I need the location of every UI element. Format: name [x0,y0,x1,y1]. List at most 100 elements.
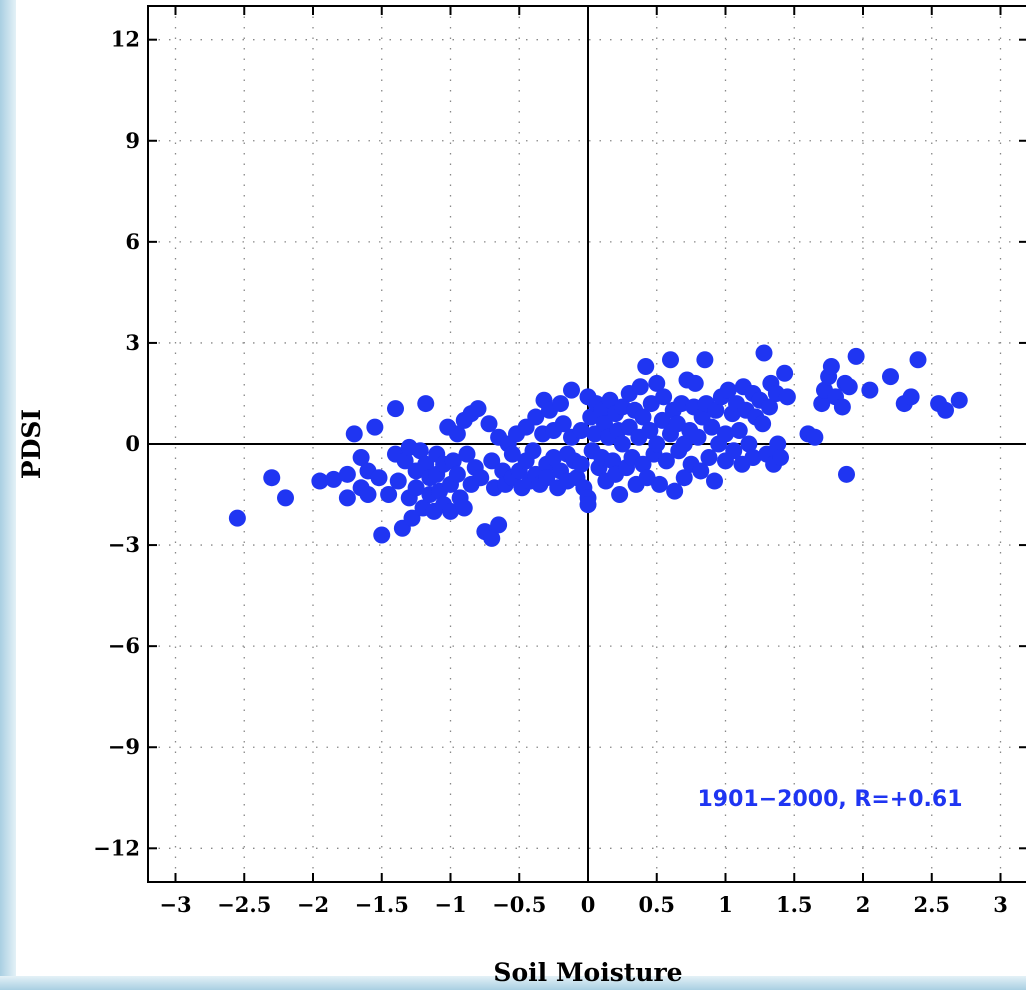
data-point [666,482,684,500]
data-point [338,489,356,507]
data-point [740,435,758,453]
x-tick-label: −1.5 [355,892,409,917]
data-point [744,448,762,466]
data-point [706,472,723,490]
data-point [411,442,429,460]
data-point [527,408,545,426]
data-point [380,486,398,504]
data-point [596,415,613,433]
data-point [689,428,707,446]
data-point [637,358,655,376]
data-point [444,452,462,470]
data-point [359,486,377,504]
data-point [483,529,501,547]
data-point [657,452,675,470]
data-point [675,435,693,453]
data-point [373,526,391,544]
y-tick-label: −12 [93,835,140,860]
data-point [228,509,246,527]
data-point [554,415,572,433]
data-point [653,411,671,429]
y-tick-label: −6 [108,633,140,658]
data-point [631,378,649,396]
plot-frame [147,5,1026,883]
data-point [861,381,879,399]
data-point [838,465,855,483]
data-point [352,448,370,466]
data-points [228,344,968,547]
tick-labels: −3 −2.5 −2 −1.5 −1 −0.5 0 0.5 1 1.5 2 2.5 3 12 9 6 3 0 −3 −… [93,27,1008,917]
data-point [387,400,404,418]
x-tick-label: 1.5 [776,892,813,917]
x-axis-title: Soil Moisture [493,958,682,987]
data-point [778,388,796,406]
data-point [442,502,459,520]
data-point [648,374,666,392]
data-point [263,469,281,487]
bottom-edge-gradient [0,976,1026,990]
data-point [634,408,652,426]
data-point [311,472,329,490]
x-tick-label: 2.5 [913,892,950,917]
data-point [703,418,721,436]
data-point [545,448,563,466]
data-point [417,395,435,413]
data-point [524,442,542,460]
x-tick-label: −0.5 [492,892,546,917]
correlation-annotation: 1901−2000, R=+0.61 [698,787,963,812]
data-point [366,418,384,436]
data-point [700,448,718,466]
data-point [754,415,772,433]
data-point [692,462,710,480]
x-tick-label: 1 [718,892,733,917]
data-point [776,364,794,382]
data-point [370,469,388,487]
data-point [882,368,899,386]
left-edge-gradient [0,0,16,990]
data-point [902,388,920,406]
data-point [651,475,668,493]
y-tick-label: 12 [111,27,140,52]
data-point [448,425,466,443]
y-tick-label: 6 [125,229,140,254]
data-point [730,422,748,440]
data-point [937,401,954,419]
data-point [277,489,294,507]
data-point [338,465,356,483]
x-tick-label: −1 [434,892,466,917]
data-point [813,395,831,413]
data-point [696,351,714,369]
data-point [686,374,704,392]
y-tick-label: −3 [108,532,140,557]
data-point [472,469,490,487]
data-point [572,455,590,473]
data-point [458,445,476,463]
data-point [469,400,487,418]
data-point [755,344,773,362]
data-point [448,465,466,483]
x-tick-label: 0.5 [638,892,675,917]
data-point [480,415,498,433]
data-point [389,472,407,490]
data-point [840,378,858,396]
data-point [648,435,666,453]
data-point [503,445,521,463]
data-point [579,496,597,514]
data-point [707,401,725,419]
x-tick-label: 2 [856,892,871,917]
data-point [761,398,778,416]
data-point [538,469,556,487]
y-tick-label: −9 [108,734,140,759]
data-point [847,347,865,365]
data-point [675,469,693,487]
data-point [641,422,659,440]
y-tick-label: 9 [125,128,140,153]
data-point [769,435,787,453]
x-tick-label: −2 [297,892,329,917]
axis-ticks [148,6,1026,882]
data-point [417,455,435,473]
data-point [950,391,968,409]
data-point [655,388,673,406]
y-tick-label: 0 [125,431,140,456]
